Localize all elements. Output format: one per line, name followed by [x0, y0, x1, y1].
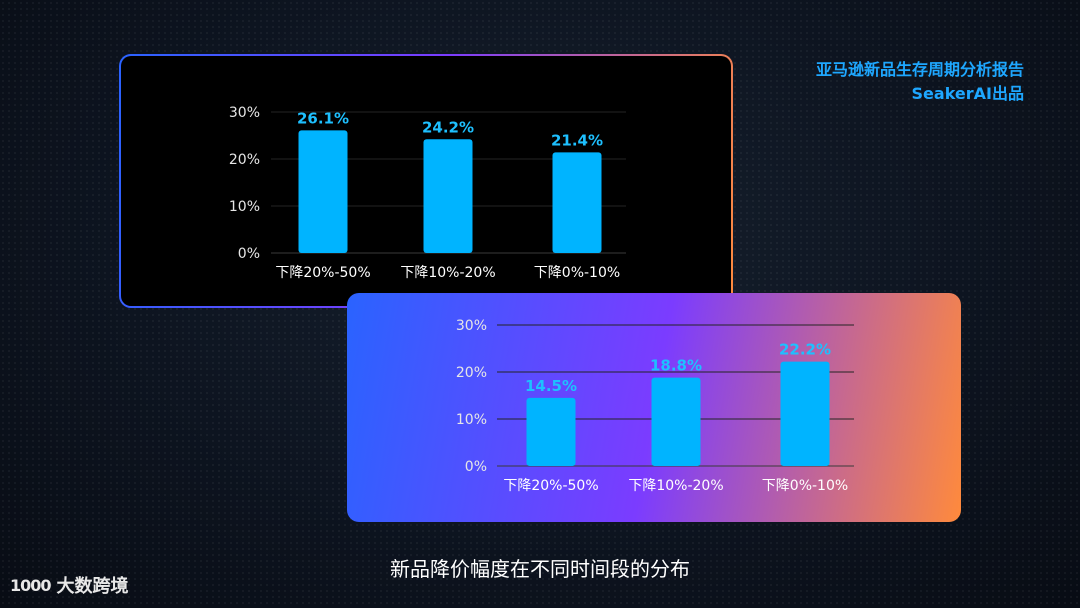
category-label: 下降10%-20% — [400, 265, 495, 281]
y-tick-label: 20% — [456, 365, 487, 381]
bar — [780, 361, 830, 466]
bar — [298, 130, 348, 253]
report-title-line2: SeakerAI出品 — [911, 84, 1024, 103]
data-label: 21.4% — [551, 131, 603, 149]
y-tick-label: 0% — [465, 459, 487, 475]
y-tick-label: 10% — [229, 199, 260, 215]
category-label: 下降0%-10% — [534, 265, 620, 281]
y-tick-label: 30% — [456, 318, 487, 334]
bar — [526, 397, 576, 466]
bar-chart-1: 0% 10% 20% 30% 26.1% 下降20%-50% 24.2% 下降10%-20% 2… — [229, 105, 626, 281]
category-label: 下降10%-20% — [628, 478, 723, 494]
bar-chart-2: 0% 10% 20% 30% 14.5% 下降20%-50% 18.8% 下降10%-20% 2… — [456, 318, 854, 494]
y-tick-label: 20% — [229, 152, 260, 168]
data-label: 18.8% — [650, 357, 702, 375]
report-title: 亚马逊新品生存周期分析报告 SeakerAI出品 — [816, 58, 1024, 106]
data-label: 26.1% — [297, 109, 349, 127]
category-label: 下降0%-10% — [762, 478, 848, 494]
bar — [651, 377, 701, 466]
y-tick-label: 30% — [229, 105, 260, 121]
category-label: 下降20%-50% — [503, 478, 598, 494]
data-label: 22.2% — [779, 341, 831, 359]
report-title-line1: 亚马逊新品生存周期分析报告 — [815, 60, 1024, 79]
category-label: 下降20%-50% — [275, 265, 370, 281]
y-tick-label: 10% — [456, 412, 487, 428]
logo-mark-icon: 1000 — [10, 575, 52, 595]
data-label: 24.2% — [422, 118, 474, 136]
y-tick-label: 0% — [238, 246, 260, 262]
brand-logo: 1000 大数跨境 — [10, 572, 129, 598]
chart-panel-1: 0% 10% 20% 30% 26.1% 下降20%-50% 24.2% 下降10%-20% 2… — [119, 54, 733, 308]
chart-panel-2: 0% 10% 20% 30% 14.5% 下降20%-50% 18.8% 下降10%-20% 2… — [347, 293, 961, 522]
chart-caption: 新品降价幅度在不同时间段的分布 — [390, 557, 690, 581]
logo-text: 大数跨境 — [56, 576, 129, 597]
bar — [552, 152, 602, 253]
bar — [423, 139, 473, 253]
data-label: 14.5% — [525, 377, 577, 395]
